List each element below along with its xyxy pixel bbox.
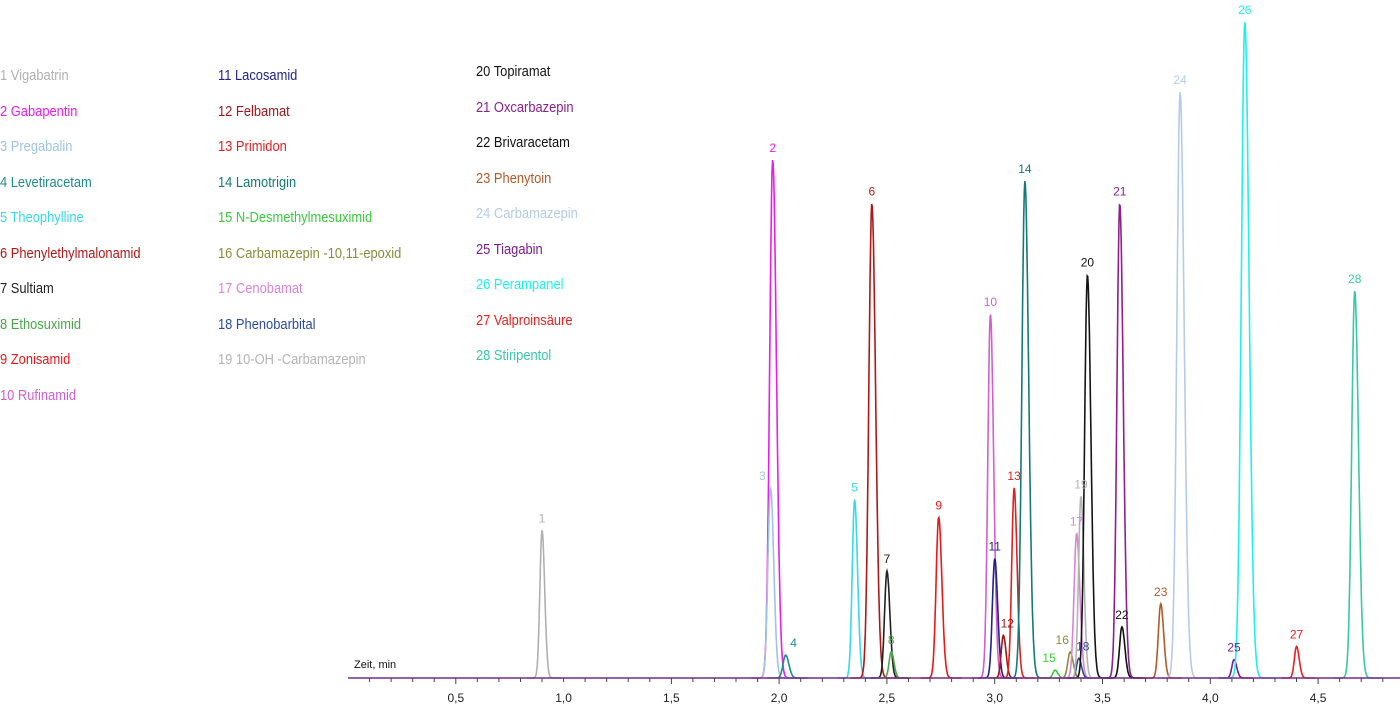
- peak-label-1: 1: [539, 511, 546, 525]
- legend-item-17: 17 Cenobamat: [218, 280, 303, 297]
- legend-item-3: 3 Pregabalin: [0, 138, 73, 155]
- peak-label-28: 28: [1348, 272, 1362, 286]
- x-axis: 0,5 1,0 1,5 2,0 2,5 3,0 3,5 4,0 4,5: [369, 678, 1384, 705]
- x-tick-label: 0,5: [447, 691, 464, 705]
- peak-label-27: 27: [1290, 628, 1304, 642]
- legend-item-18: 18 Phenobarbital: [218, 315, 316, 333]
- x-tick-label: 2,5: [879, 691, 896, 705]
- peak-label-14: 14: [1018, 162, 1032, 176]
- x-tick-label: 3,5: [1094, 691, 1111, 705]
- peak-label-25: 25: [1227, 641, 1241, 655]
- legend-item-10: 10 Rufinamid: [0, 386, 77, 404]
- legend-item-26: 26 Perampanel: [476, 276, 564, 293]
- peak-trace-5: [838, 499, 876, 679]
- peak-trace-28: [1333, 290, 1382, 679]
- peak-trace-3: [752, 485, 794, 679]
- legend-item-28: 28 Stiripentol: [476, 347, 552, 364]
- peak-label-6: 6: [868, 185, 875, 199]
- legend-item-9: 9 Zonisamid: [0, 351, 71, 368]
- peak-label-19: 19: [1074, 477, 1088, 491]
- peak-label-11: 11: [988, 540, 1001, 554]
- peak-label-3: 3: [759, 469, 766, 483]
- legend-item-11: 11 Lacosamid: [218, 67, 298, 84]
- peak-label-24: 24: [1173, 73, 1187, 87]
- legend-item-1: 1 Vigabatrin: [0, 67, 69, 84]
- peak-trace-13: [997, 487, 1036, 679]
- legend-item-27: 27 Valproinsäure: [476, 311, 573, 329]
- peak-label-10: 10: [984, 295, 998, 309]
- x-tick-label: 4,0: [1202, 691, 1219, 705]
- legend-item-6: 6 Phenylethylmalonamid: [0, 244, 141, 262]
- peak-label-4: 4: [790, 636, 797, 650]
- peak-label-20: 20: [1081, 256, 1095, 270]
- legend-item-4: 4 Levetiracetam: [0, 173, 92, 191]
- legend: 1 Vigabatrin 2 Gabapentin 3 Pregabalin 4 Le…: [0, 63, 578, 404]
- peak-trace-23: [1144, 601, 1182, 679]
- legend-item-5: 5 Theophylline: [0, 209, 84, 226]
- legend-item-2: 2 Gabapentin: [0, 102, 78, 120]
- legend-item-8: 8 Ethosuximid: [0, 315, 82, 333]
- legend-item-23: 23 Phenytoin: [476, 169, 552, 187]
- legend-item-24: 24 Carbamazepin: [476, 205, 578, 222]
- peak-label-22: 22: [1115, 608, 1129, 622]
- peak-label-18: 18: [1076, 639, 1090, 653]
- legend-item-15: 15 N-Desmethylmesuximid: [218, 209, 373, 226]
- peak-label-7: 7: [884, 552, 891, 566]
- peak-trace-26: [1220, 22, 1276, 679]
- legend-item-16: 16 Carbamazepin -10,11-epoxid: [218, 244, 402, 262]
- peak-label-13: 13: [1007, 469, 1021, 483]
- peak-label-8: 8: [888, 633, 895, 647]
- peak-label-15: 15: [1042, 651, 1056, 665]
- x-tick-label: 2,0: [771, 691, 788, 705]
- peak-label-26: 26: [1238, 3, 1252, 17]
- peak-trace-9: [920, 515, 962, 679]
- peak-label-9: 9: [935, 498, 942, 512]
- peak-label-17: 17: [1070, 515, 1084, 529]
- x-tick-label: 1,5: [663, 691, 680, 705]
- peak-label-21: 21: [1113, 185, 1127, 199]
- peak-label-5: 5: [851, 481, 858, 495]
- peak-trace-1: [526, 530, 562, 679]
- x-tick-label: 3,0: [986, 691, 1003, 705]
- peak-trace-4: [767, 654, 809, 679]
- legend-item-7: 7 Sultiam: [0, 280, 54, 297]
- peak-label-16: 16: [1056, 633, 1070, 647]
- legend-item-25: 25 Tiagabin: [476, 240, 543, 258]
- legend-item-12: 12 Felbamat: [218, 102, 290, 120]
- peak-label-2: 2: [769, 141, 776, 155]
- peak-label-12: 12: [1001, 616, 1015, 630]
- legend-item-14: 14 Lamotrigin: [218, 173, 297, 191]
- x-tick-label: 1,0: [555, 691, 572, 705]
- legend-item-21: 21 Oxcarbazepin: [476, 98, 574, 116]
- legend-item-13: 13 Primidon: [218, 138, 287, 155]
- legend-item-22: 22 Brivaracetam: [476, 134, 570, 151]
- legend-item-19: 19 10-OH -Carbamazepin: [218, 351, 366, 368]
- x-axis-title: Zeit, min: [354, 659, 396, 671]
- x-tick-label: 4,5: [1310, 691, 1327, 705]
- legend-item-20: 20 Topiramat: [476, 63, 551, 80]
- peak-trace-27: [1281, 645, 1316, 679]
- peak-label-23: 23: [1154, 585, 1168, 599]
